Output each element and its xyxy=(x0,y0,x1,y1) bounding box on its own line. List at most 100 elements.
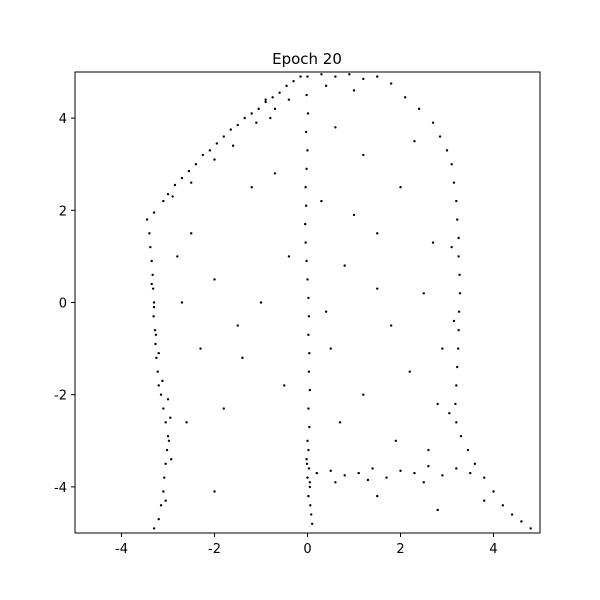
point xyxy=(334,126,337,129)
point xyxy=(305,93,308,97)
point xyxy=(306,476,309,479)
point xyxy=(152,527,156,530)
point xyxy=(376,75,379,78)
point xyxy=(250,186,253,189)
point xyxy=(307,333,310,336)
point xyxy=(441,347,444,350)
point xyxy=(257,107,260,111)
point xyxy=(215,142,219,145)
point xyxy=(456,347,460,350)
point xyxy=(213,490,216,493)
point xyxy=(153,328,157,332)
point xyxy=(285,84,288,88)
point xyxy=(352,89,356,92)
point xyxy=(156,370,159,373)
point xyxy=(152,301,156,304)
y-tick-label: -2 xyxy=(54,389,67,404)
point xyxy=(208,149,212,152)
point xyxy=(213,278,216,281)
point xyxy=(417,107,421,111)
point xyxy=(455,467,458,470)
point xyxy=(483,499,486,502)
point xyxy=(458,273,461,277)
point xyxy=(329,469,332,472)
point xyxy=(362,153,365,157)
point xyxy=(343,264,346,267)
point xyxy=(222,407,225,410)
point xyxy=(457,310,461,313)
point xyxy=(320,73,323,76)
point xyxy=(176,255,179,258)
point xyxy=(452,319,456,323)
point xyxy=(492,490,495,493)
point xyxy=(180,301,184,304)
point xyxy=(264,98,267,101)
point xyxy=(199,347,202,350)
point xyxy=(315,471,318,475)
y-tick-label: 2 xyxy=(59,204,67,219)
point xyxy=(164,462,167,466)
point xyxy=(161,379,164,383)
y-tick-label: 0 xyxy=(59,297,67,312)
point xyxy=(283,384,286,387)
point xyxy=(457,236,460,240)
point xyxy=(459,434,463,438)
point xyxy=(457,255,460,258)
point xyxy=(501,504,504,507)
point xyxy=(427,448,430,452)
point xyxy=(307,370,311,373)
point xyxy=(154,333,158,336)
point xyxy=(334,75,337,78)
point xyxy=(307,407,310,410)
point xyxy=(292,80,295,83)
point xyxy=(403,96,407,99)
point xyxy=(151,287,155,290)
point xyxy=(307,296,310,300)
point xyxy=(306,278,309,281)
point xyxy=(483,476,486,479)
point xyxy=(399,186,402,189)
point xyxy=(159,504,163,507)
point xyxy=(278,91,281,94)
point xyxy=(304,204,308,207)
point xyxy=(166,192,170,196)
point xyxy=(304,130,308,134)
point xyxy=(457,328,460,332)
point xyxy=(162,490,165,493)
chart-title: Epoch 20 xyxy=(272,50,342,68)
point xyxy=(159,393,163,396)
point xyxy=(165,448,169,452)
point xyxy=(151,273,154,277)
x-tick-label: 0 xyxy=(303,542,311,557)
point xyxy=(213,158,216,161)
point xyxy=(287,255,291,258)
point xyxy=(334,481,337,484)
point xyxy=(455,199,458,203)
x-tick-label: 4 xyxy=(489,542,497,557)
point xyxy=(305,458,308,461)
point xyxy=(427,464,430,468)
point xyxy=(450,245,453,249)
point xyxy=(352,213,356,217)
point xyxy=(455,384,458,387)
x-tick-label: -4 xyxy=(115,542,128,557)
x-tick-label: -2 xyxy=(208,542,221,557)
point xyxy=(308,352,311,355)
point xyxy=(241,356,244,360)
point xyxy=(436,508,439,512)
point xyxy=(473,462,477,466)
point xyxy=(309,504,312,507)
point xyxy=(255,121,258,124)
point xyxy=(343,474,346,477)
point xyxy=(469,471,472,475)
point xyxy=(273,107,277,111)
point xyxy=(304,241,307,244)
point xyxy=(299,75,302,78)
point xyxy=(329,347,332,350)
point xyxy=(362,77,365,81)
point xyxy=(308,481,312,484)
point xyxy=(306,112,310,115)
point xyxy=(190,232,193,235)
point xyxy=(250,112,253,115)
point xyxy=(187,169,191,173)
